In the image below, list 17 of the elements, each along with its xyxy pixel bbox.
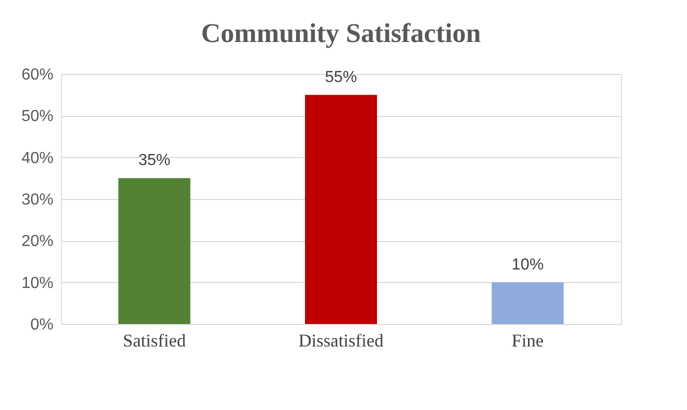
bar: [305, 94, 377, 324]
x-tick-label: Fine: [512, 330, 544, 350]
y-tick-label: 0%: [30, 316, 54, 334]
x-tick-label: Dissatisfied: [298, 330, 384, 350]
y-tick-label: 20%: [21, 233, 54, 250]
y-tick-label: 60%: [21, 66, 54, 84]
y-tick-label: 30%: [21, 192, 54, 208]
data-label: 35%: [138, 152, 170, 170]
x-tick-label: Satisfied: [122, 330, 186, 350]
bar: [118, 178, 190, 324]
y-tick-label: 50%: [21, 108, 54, 126]
data-label: 55%: [324, 68, 358, 86]
chart-title: Community Satisfaction: [201, 18, 481, 48]
y-tick-label: 10%: [21, 274, 54, 292]
bar: [492, 282, 564, 324]
y-tick-label: 40%: [21, 150, 54, 167]
data-label: 10%: [512, 256, 544, 274]
